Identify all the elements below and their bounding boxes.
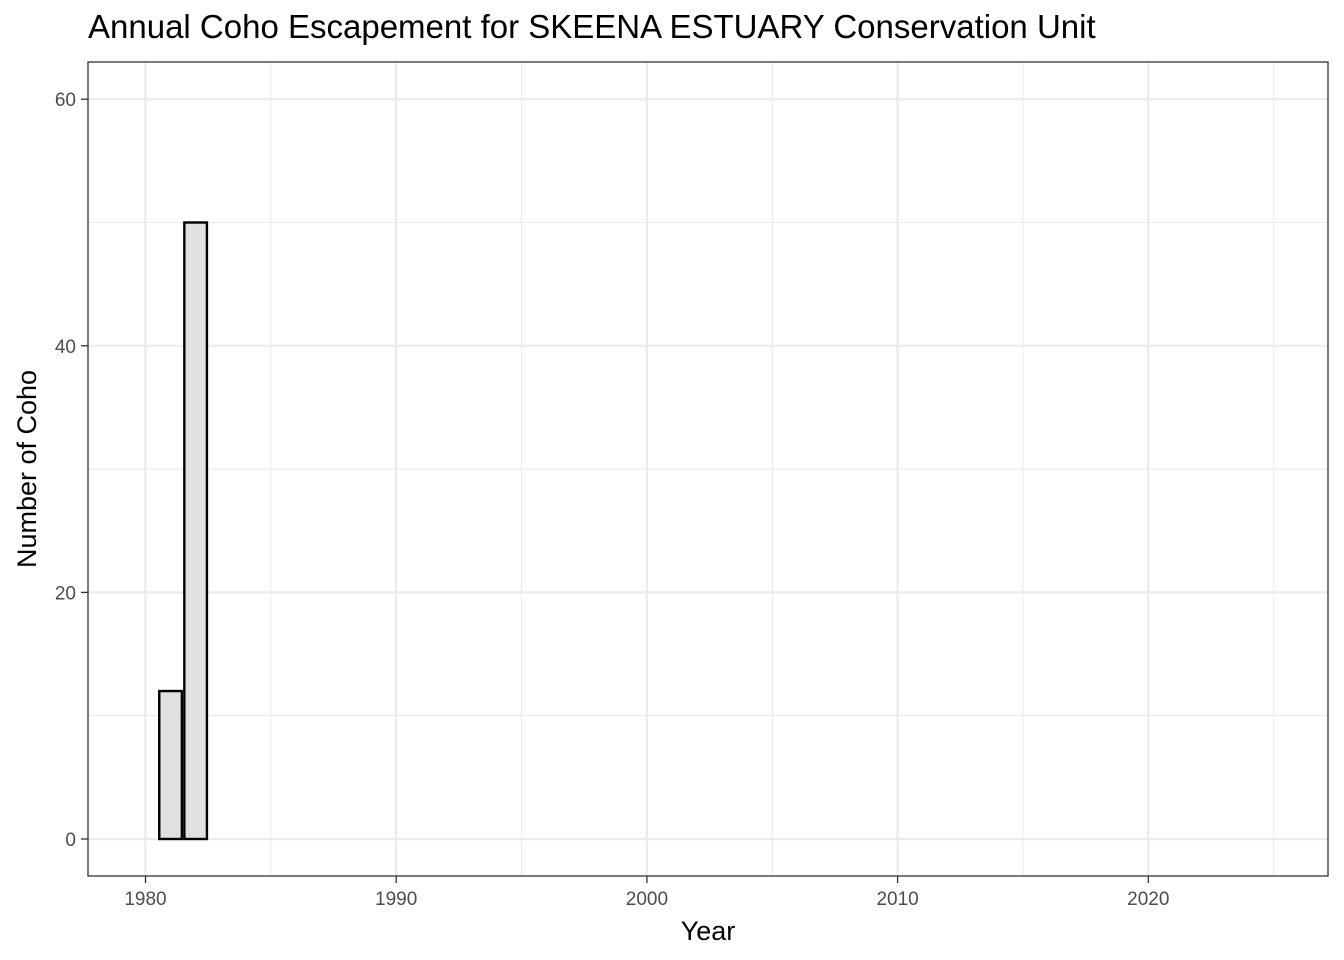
- y-tick-label: 20: [55, 583, 76, 604]
- axes: 1980 1990 2000 2010 2020 0 20 40 60: [55, 90, 1170, 910]
- bar-1982: [183, 221, 209, 841]
- y-tick-label: 60: [55, 90, 76, 111]
- x-tick-label: 1980: [124, 889, 166, 910]
- x-tick-label: 2020: [1127, 889, 1169, 910]
- x-tick-label: 2000: [626, 889, 668, 910]
- chart-title: Annual Coho Escapement for SKEENA ESTUAR…: [88, 8, 1096, 45]
- y-axis-label: Number of Coho: [12, 370, 42, 568]
- bar-1981: [158, 689, 184, 841]
- x-tick-label: 2010: [876, 889, 918, 910]
- panel-border: [87, 61, 1329, 877]
- grid: [88, 62, 1328, 876]
- y-tick-label: 40: [55, 337, 76, 358]
- x-axis-label: Year: [681, 916, 736, 946]
- bars: [158, 221, 209, 841]
- x-tick-label: 1990: [375, 889, 417, 910]
- y-tick-label: 0: [65, 830, 76, 851]
